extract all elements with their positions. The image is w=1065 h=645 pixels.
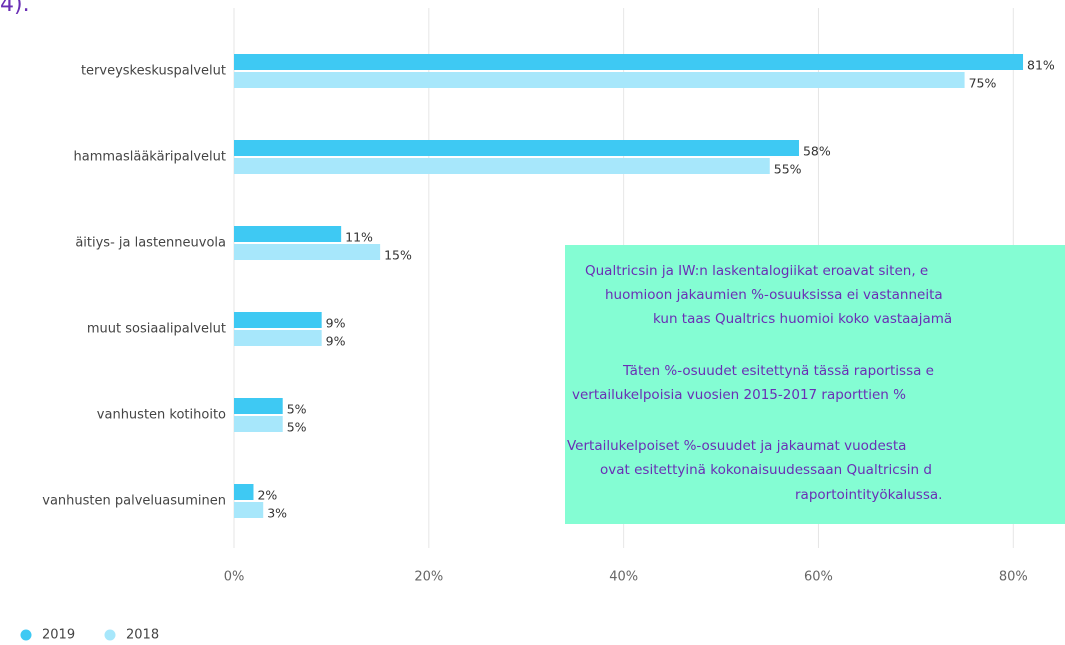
chart-title: 4). bbox=[0, 0, 30, 17]
category-label: terveyskeskuspalvelut bbox=[81, 64, 226, 79]
bar bbox=[234, 484, 254, 500]
bar bbox=[234, 502, 264, 518]
category-label: vanhusten palveluasuminen bbox=[42, 494, 226, 509]
category-label: muut sosiaalipalvelut bbox=[87, 322, 226, 337]
bar bbox=[234, 398, 283, 414]
category-label: vanhusten kotihoito bbox=[97, 408, 226, 423]
category-label: hammaslääkäripalvelut bbox=[73, 150, 226, 165]
value-label: 2% bbox=[257, 488, 277, 503]
legend-marker bbox=[20, 629, 32, 641]
value-label: 81% bbox=[1027, 58, 1055, 73]
bar bbox=[234, 226, 342, 242]
value-label: 3% bbox=[267, 506, 287, 521]
bar bbox=[234, 312, 322, 328]
legend-label: 2018 bbox=[126, 628, 159, 643]
x-tick-label: 20% bbox=[414, 570, 443, 585]
value-label: 5% bbox=[287, 402, 307, 417]
annotation-text: vertailukelpoisia vuosien 2015-2017 rapo… bbox=[572, 387, 906, 403]
x-tick-label: 80% bbox=[999, 570, 1028, 585]
value-label: 15% bbox=[384, 248, 412, 263]
annotation-text: Täten %-osuudet esitettynä tässä raporti… bbox=[622, 363, 934, 379]
x-tick-label: 0% bbox=[224, 570, 245, 585]
annotation-text: raportointityökalussa. bbox=[795, 487, 942, 503]
bar bbox=[234, 330, 322, 346]
bar bbox=[234, 416, 283, 432]
annotation-text: ovat esitettyinä kokonaisuudessaan Qualt… bbox=[600, 462, 932, 478]
annotation-text: huomioon jakaumien %-osuuksissa ei vasta… bbox=[605, 287, 943, 303]
value-label: 9% bbox=[326, 334, 346, 349]
legend-label: 2019 bbox=[42, 628, 75, 643]
value-label: 58% bbox=[803, 144, 831, 159]
value-label: 55% bbox=[774, 162, 802, 177]
category-label: äitiys- ja lastenneuvola bbox=[75, 236, 226, 251]
x-tick-label: 40% bbox=[609, 570, 638, 585]
value-label: 11% bbox=[345, 230, 373, 245]
x-tick-label: 60% bbox=[804, 570, 833, 585]
legend-marker bbox=[104, 629, 116, 641]
bar bbox=[234, 72, 965, 88]
value-label: 75% bbox=[969, 76, 997, 91]
bar bbox=[234, 158, 770, 174]
value-label: 9% bbox=[326, 316, 346, 331]
annotation-box bbox=[565, 245, 1065, 524]
annotation-text: Qualtricsin ja IW:n laskentalogiikat ero… bbox=[585, 263, 928, 279]
annotation-text: kun taas Qualtrics huomioi koko vastaaja… bbox=[653, 311, 952, 327]
bar bbox=[234, 140, 799, 156]
bar bbox=[234, 244, 381, 260]
value-label: 5% bbox=[287, 420, 307, 435]
annotation-text: Vertailukelpoiset %-osuudet ja jakaumat … bbox=[567, 438, 906, 454]
bar bbox=[234, 54, 1024, 70]
